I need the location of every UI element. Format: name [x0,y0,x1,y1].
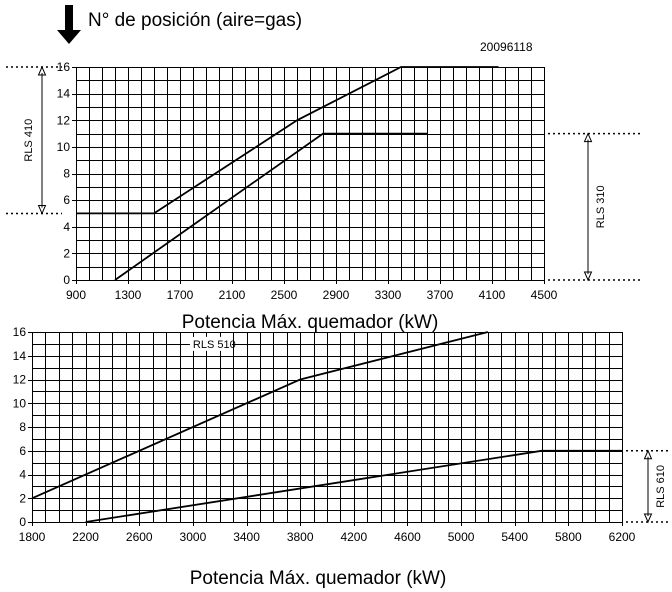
series-line-1 [31,331,489,500]
figure-code: 20096118 [480,40,533,54]
x-tick-label: 900 [66,288,86,302]
x-tick-label: 5000 [448,530,475,544]
chart-top-range-markers: RLS 410 RLS 310 [6,65,640,282]
x-tick-label: 5800 [555,530,582,544]
y-tick-label: 10 [57,140,71,154]
y-tick-label: 8 [63,167,70,181]
chart-bottom-y-tick-labels: 0 2 4 6 8 10 12 14 16 [13,325,27,529]
x-tick-label: 3300 [375,288,402,302]
chart-bottom: 0 2 4 6 8 10 12 14 16 1800 2200 2600 3000 3400 3800 42… [13,325,668,589]
y-tick-label: 14 [57,87,71,101]
y-tick-label: 4 [63,220,70,234]
range-marker-label: RLS 410 [23,119,35,162]
x-tick-label: 3700 [427,288,454,302]
chart-top-x-tick-labels: 900 1300 1700 2100 2500 2900 3300 3700 4100 4500 [66,288,558,302]
dimension-arrow-down-icon [37,204,47,215]
x-tick-label: 2100 [219,288,246,302]
y-tick-label: 2 [63,246,70,260]
chart-bottom-series [31,331,622,523]
x-tick-label: 4100 [479,288,506,302]
range-marker-label: RLS 610 [655,465,667,508]
x-tick-label: 3000 [180,530,207,544]
x-tick-label: 1700 [167,288,194,302]
chart-top-y-tick-labels: 0 2 4 6 8 10 12 14 16 [57,60,71,287]
dimension-arrow-down-icon [583,271,593,282]
dimension-arrow-down-icon [643,513,653,524]
chart-bottom-annotations: RLS 510 [189,336,236,351]
x-tick-label: 2200 [72,530,99,544]
x-tick-label: 4600 [394,530,421,544]
chart-bottom-x-axis-label: Potencia Máx. quemador (kW) [190,568,447,589]
chart-bottom-x-tick-labels: 1800 2200 2600 3000 3400 3800 4200 4600 5000 5400… [19,530,636,544]
x-tick-label: 2900 [323,288,350,302]
dimension-arrow-up-icon [643,449,653,460]
chart-bottom-grid [28,332,623,526]
y-tick-label: 16 [57,60,71,74]
chart-top: 0 2 4 6 8 10 12 14 16 900 1300 1700 2100 2500 2900 330… [6,60,640,333]
y-tick-label: 16 [13,325,27,339]
y-tick-label: 14 [13,349,27,363]
chart-top-series [76,66,499,281]
x-tick-label: 5400 [501,530,528,544]
dimension-arrow-up-icon [583,132,593,143]
y-tick-label: 6 [63,193,70,207]
y-tick-label: 4 [19,468,26,482]
x-tick-label: 4500 [531,288,558,302]
y-tick-label: 6 [19,444,26,458]
y-tick-label: 10 [13,396,27,410]
x-tick-label: 1300 [115,288,142,302]
series-line-1 [76,66,499,215]
down-arrow-icon [57,5,81,44]
x-tick-label: 2500 [271,288,298,302]
x-tick-label: 6200 [609,530,636,544]
y-tick-label: 8 [19,420,26,434]
x-tick-label: 3800 [287,530,314,544]
range-marker-label: RLS 310 [595,185,607,228]
series-line-2 [114,132,427,281]
y-tick-label: 0 [63,273,70,287]
x-tick-label: 3400 [233,530,260,544]
y-tick-label: 0 [19,515,26,529]
dimension-arrow-up-icon [37,65,47,76]
chart-top-x-axis-label: Potencia Máx. quemador (kW) [182,312,439,333]
chart-bottom-range-markers: RLS 610 [626,449,668,524]
x-tick-label: 2600 [126,530,153,544]
annotation-label: RLS 510 [193,339,236,351]
x-tick-label: 4200 [340,530,367,544]
x-tick-label: 1800 [19,530,46,544]
y-tick-label: 2 [19,491,26,505]
y-tick-label: 12 [13,373,27,387]
annotation-bg [189,336,232,351]
chart-title: N° de posición (aire=gas) [88,10,302,31]
series-line-2 [85,449,622,523]
chart-top-grid [72,67,545,284]
y-tick-label: 12 [57,113,71,127]
